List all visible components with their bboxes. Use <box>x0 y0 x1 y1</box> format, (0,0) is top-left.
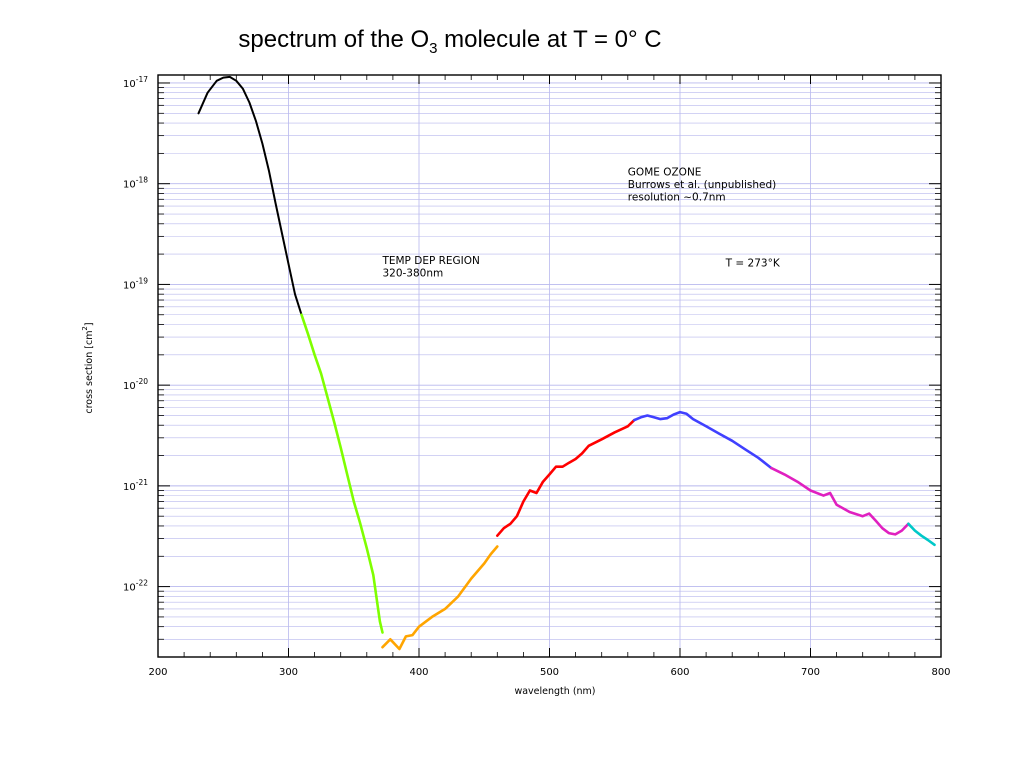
annotation-text: resolution ~0.7nm <box>628 192 726 204</box>
title-subscript: 3 <box>429 39 438 57</box>
chart-series <box>197 75 936 651</box>
x-tick-label: 600 <box>670 667 689 678</box>
slide-title: spectrum of the O3 molecule at T = 0° C <box>0 26 900 57</box>
chart-grid <box>157 75 942 658</box>
x-tick-label: 500 <box>540 667 559 678</box>
x-tick-label: 200 <box>148 667 167 678</box>
chart-ticks: 200 300 400 500 600 700 800 10-17 10-18 10-19 10-2… <box>123 75 951 678</box>
annotation-text: GOME OZONE <box>628 167 702 179</box>
y-tick-label: 10-20 <box>123 377 148 392</box>
x-tick-label: 800 <box>931 667 950 678</box>
y-tick-label: 10-22 <box>123 579 148 594</box>
series-line-4 <box>632 410 773 470</box>
annotation-text: TEMP DEP REGION <box>381 255 479 267</box>
y-tick-label: 10-17 <box>123 75 148 90</box>
series-line-3 <box>495 418 636 538</box>
title-suffix: molecule at T = 0° C <box>437 26 662 53</box>
x-tick-label: 700 <box>801 667 820 678</box>
y-axis-label: cross section [cm2] <box>81 322 95 413</box>
x-tick-label: 300 <box>279 667 298 678</box>
title-prefix: spectrum of the O <box>238 26 430 53</box>
series-line-6 <box>907 522 936 547</box>
x-tick-label: 400 <box>409 667 428 678</box>
y-tick-label: 10-18 <box>123 176 148 191</box>
y-tick-label: 10-19 <box>123 276 148 291</box>
series-line-1 <box>300 313 384 634</box>
series-line-2 <box>381 545 499 651</box>
series-line-0 <box>197 75 303 316</box>
annotation-text: 320-380nm <box>382 267 443 279</box>
annotation-text: Burrows et al. (unpublished) <box>628 179 776 191</box>
x-axis-label: wavelength (nm) <box>514 686 595 697</box>
annotation-text: T = 273°K <box>725 258 781 270</box>
y-tick-label: 10-21 <box>123 478 148 493</box>
series-line-5 <box>770 466 910 536</box>
